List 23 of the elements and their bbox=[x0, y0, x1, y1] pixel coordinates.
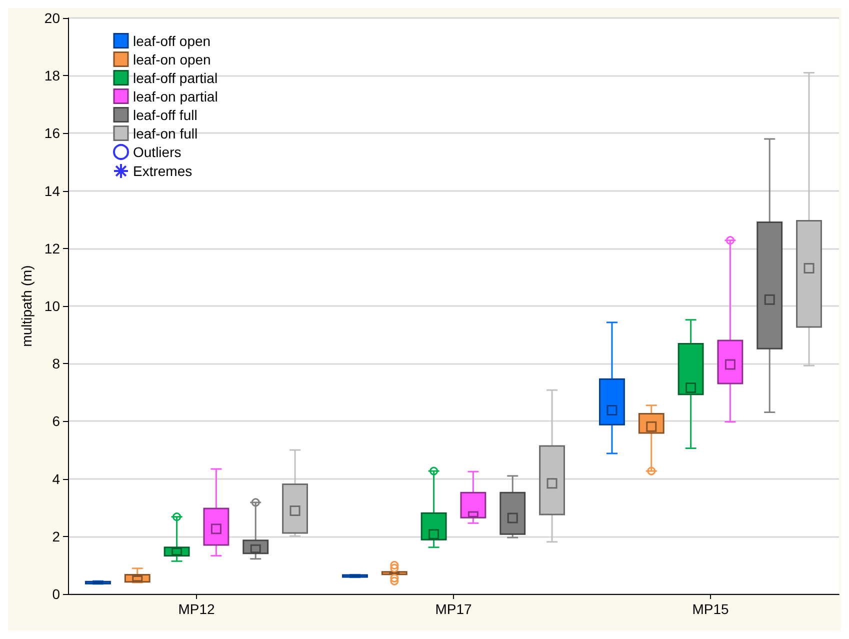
y-tick-label: 16 bbox=[44, 125, 60, 142]
y-tick-label: 2 bbox=[52, 528, 60, 544]
y-tick-label: 12 bbox=[44, 240, 60, 256]
x-tick-label: MP15 bbox=[692, 601, 729, 617]
legend-label: Outliers bbox=[133, 144, 182, 160]
y-tick-label: 10 bbox=[44, 298, 60, 314]
legend-label: Extremes bbox=[133, 163, 192, 179]
y-tick-label: 20 bbox=[44, 10, 60, 26]
x-tick-label: MP17 bbox=[435, 601, 472, 617]
legend-label: leaf-on partial bbox=[133, 88, 218, 104]
legend-label: leaf-off open bbox=[133, 32, 211, 49]
y-tick-label: 0 bbox=[52, 586, 60, 602]
legend-label: leaf-off full bbox=[133, 106, 198, 123]
legend-label: leaf-on open bbox=[133, 51, 211, 68]
y-tick-label: 8 bbox=[52, 356, 60, 372]
y-tick-label: 18 bbox=[44, 68, 60, 84]
y-tick-label: 14 bbox=[44, 182, 60, 199]
legend-label: leaf-off partial bbox=[133, 70, 218, 86]
x-tick-label: MP12 bbox=[178, 601, 215, 617]
y-tick-label: 4 bbox=[52, 470, 60, 487]
legend-label: leaf-on full bbox=[133, 125, 198, 142]
y-tick-label: 6 bbox=[52, 413, 60, 430]
y-axis-title: multipath (m) bbox=[18, 265, 35, 347]
